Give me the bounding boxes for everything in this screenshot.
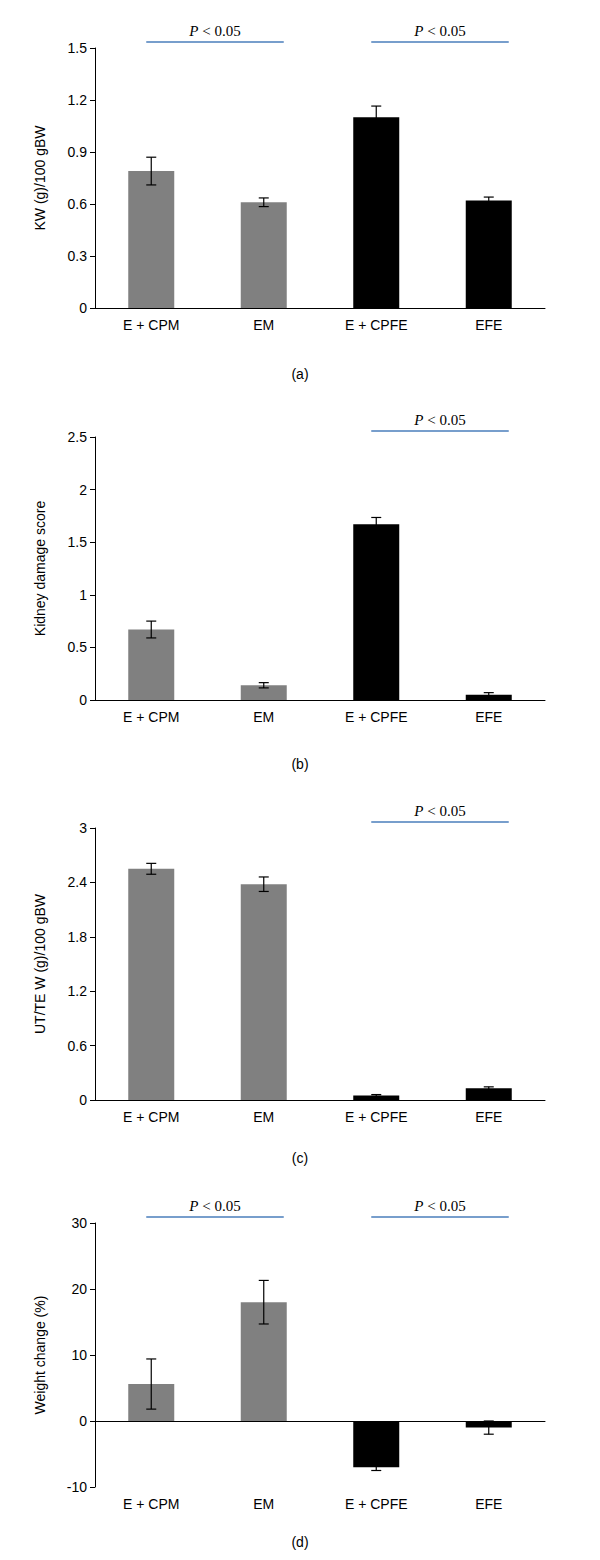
- svg-text:0: 0: [79, 1092, 87, 1108]
- svg-text:-10: -10: [67, 1479, 87, 1495]
- svg-text:EFE: EFE: [475, 709, 502, 725]
- svg-text:2.5: 2.5: [68, 429, 88, 445]
- svg-text:(b): (b): [291, 756, 308, 772]
- svg-text:E + CPFE: E + CPFE: [345, 1109, 408, 1125]
- svg-text:EFE: EFE: [475, 1109, 502, 1125]
- svg-text:E + CPM: E + CPM: [123, 1496, 179, 1512]
- svg-text:Kidney damage score: Kidney damage score: [32, 501, 48, 637]
- svg-text:KW (g)/100 gBW: KW (g)/100 gBW: [32, 125, 48, 231]
- svg-text:1.5: 1.5: [68, 534, 88, 550]
- svg-text:2: 2: [79, 482, 87, 498]
- svg-text:0.5: 0.5: [68, 639, 88, 655]
- svg-text:EM: EM: [253, 317, 274, 333]
- svg-text:P: P: [413, 1198, 423, 1214]
- svg-text:30: 30: [71, 1215, 87, 1231]
- svg-text:(c): (c): [292, 1150, 308, 1166]
- svg-text:(a): (a): [291, 366, 308, 382]
- svg-text:E + CPFE: E + CPFE: [345, 317, 408, 333]
- svg-text:0.9: 0.9: [68, 144, 88, 160]
- svg-text:UT/TE W (g)/100 gBW: UT/TE W (g)/100 gBW: [32, 893, 48, 1034]
- svg-text:E + CPM: E + CPM: [123, 1109, 179, 1125]
- svg-text:0: 0: [79, 692, 87, 708]
- svg-text:EFE: EFE: [475, 317, 502, 333]
- svg-text:< 0.05: < 0.05: [423, 1198, 465, 1214]
- svg-text:20: 20: [71, 1281, 87, 1297]
- svg-text:EM: EM: [253, 1109, 274, 1125]
- svg-text:1.8: 1.8: [68, 929, 88, 945]
- svg-text:EFE: EFE: [475, 1496, 502, 1512]
- svg-text:E + CPFE: E + CPFE: [345, 1496, 408, 1512]
- svg-text:< 0.05: < 0.05: [198, 1198, 240, 1214]
- svg-text:1.5: 1.5: [68, 40, 88, 56]
- svg-text:10: 10: [71, 1347, 87, 1363]
- svg-text:0.6: 0.6: [68, 196, 88, 212]
- svg-text:P: P: [188, 1198, 198, 1214]
- svg-text:E + CPM: E + CPM: [123, 709, 179, 725]
- svg-text:1.2: 1.2: [68, 92, 88, 108]
- svg-text:P: P: [413, 803, 423, 819]
- svg-text:1.2: 1.2: [68, 983, 88, 999]
- svg-text:0.6: 0.6: [68, 1038, 88, 1054]
- svg-text:E + CPM: E + CPM: [123, 317, 179, 333]
- svg-text:< 0.05: < 0.05: [423, 412, 465, 428]
- svg-text:0: 0: [79, 1413, 87, 1429]
- svg-text:P: P: [188, 23, 198, 39]
- svg-text:P: P: [413, 412, 423, 428]
- svg-text:< 0.05: < 0.05: [198, 23, 240, 39]
- svg-text:0.3: 0.3: [68, 248, 88, 264]
- svg-text:0: 0: [79, 300, 87, 316]
- svg-text:(d): (d): [291, 1534, 308, 1550]
- svg-text:E + CPFE: E + CPFE: [345, 709, 408, 725]
- svg-text:3: 3: [79, 820, 87, 836]
- svg-text:1: 1: [79, 587, 87, 603]
- svg-text:EM: EM: [253, 1496, 274, 1512]
- svg-text:P: P: [413, 23, 423, 39]
- svg-text:EM: EM: [253, 709, 274, 725]
- svg-text:Weight change (%): Weight change (%): [32, 1296, 48, 1415]
- svg-text:< 0.05: < 0.05: [423, 803, 465, 819]
- svg-text:< 0.05: < 0.05: [423, 23, 465, 39]
- svg-text:2.4: 2.4: [68, 874, 88, 890]
